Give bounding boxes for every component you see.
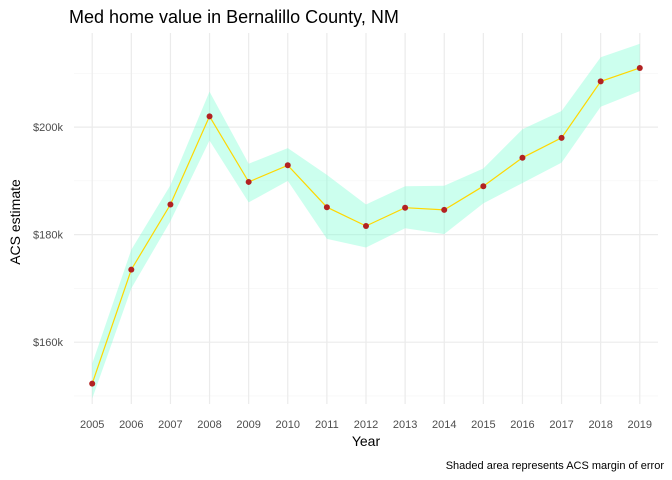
- x-tick-label: 2015: [471, 419, 495, 431]
- y-tick-label: $160k: [33, 337, 63, 349]
- data-point-2010: [284, 162, 291, 169]
- x-tick-label: 2011: [315, 419, 339, 431]
- x-tick-label: 2016: [510, 419, 534, 431]
- y-tick-label: $180k: [33, 230, 63, 242]
- moe-ribbon: [92, 43, 640, 399]
- data-point-2006: [128, 266, 135, 273]
- data-point-2012: [363, 223, 369, 230]
- margin-of-error-band: [92, 43, 640, 399]
- x-tick-label: 2008: [197, 419, 221, 431]
- data-point-2014: [441, 206, 448, 213]
- x-tick-label: 2017: [549, 419, 573, 431]
- x-tick-label: 2019: [628, 419, 652, 431]
- x-tick-label: 2012: [354, 419, 378, 431]
- estimate-points: [89, 64, 643, 387]
- y-tick-label: $200k: [33, 122, 63, 134]
- chart-caption: Shaded area represents ACS margin of err…: [446, 460, 665, 472]
- x-tick-label: 2010: [276, 419, 300, 431]
- x-tick-label: 2018: [588, 419, 612, 431]
- x-tick-label: 2009: [236, 419, 260, 431]
- chart-title: Med home value in Bernalillo County, NM: [69, 7, 399, 27]
- data-point-2008: [206, 113, 213, 120]
- data-point-2019: [636, 64, 643, 71]
- data-point-2016: [519, 154, 526, 161]
- x-tick-label: 2014: [432, 419, 456, 431]
- data-point-2007: [167, 201, 174, 208]
- x-tick-label: 2007: [158, 419, 182, 431]
- grid-lines: [74, 33, 658, 404]
- data-point-2011: [323, 204, 330, 211]
- x-axis-ticks: 2005 2006 2007 2008 2009 2010 2011 2012 2013 2014…: [80, 419, 652, 431]
- y-axis-ticks: $160k $180k $200k: [33, 122, 63, 349]
- data-point-2015: [480, 183, 487, 190]
- x-tick-label: 2013: [393, 419, 417, 431]
- y-axis-title: ACS estimate: [7, 179, 23, 265]
- data-point-2018: [597, 78, 604, 85]
- data-point-2017: [558, 134, 565, 141]
- data-point-2013: [402, 204, 409, 211]
- x-axis-title: Year: [352, 433, 381, 449]
- x-tick-label: 2005: [80, 419, 104, 431]
- data-point-2005: [89, 380, 96, 387]
- data-point-2009: [245, 178, 252, 185]
- x-tick-label: 2006: [119, 419, 143, 431]
